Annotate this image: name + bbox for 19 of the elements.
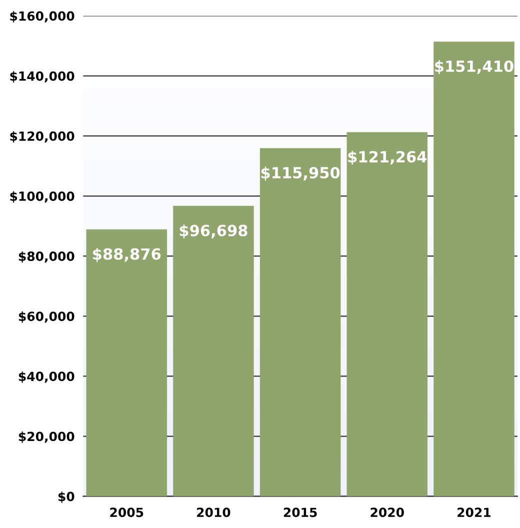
data-label: $121,264 [348,150,427,165]
data-label: $115,950 [261,166,340,181]
y-tick-label: $120,000 [10,131,74,143]
y-tick-label: $60,000 [18,311,74,323]
x-tick-label: 2021 [458,508,491,518]
y-tick-label: $80,000 [18,251,74,263]
x-tick-label: 2010 [197,508,230,518]
x-tick-label: 2015 [284,508,317,518]
y-tick-label: $100,000 [10,191,74,203]
data-label: $96,698 [180,224,248,238]
x-tick-label: 2005 [110,508,144,518]
y-tick-label: $0 [58,492,74,503]
y-tick-label: $40,000 [18,371,74,383]
y-tick-label: $160,000 [10,11,74,22]
x-tick-label: 2020 [370,508,404,518]
data-label: $88,876 [93,248,161,262]
data-label: $151,410 [435,60,514,74]
y-tick-label: $20,000 [18,432,74,443]
y-tick-label: $140,000 [10,71,74,82]
